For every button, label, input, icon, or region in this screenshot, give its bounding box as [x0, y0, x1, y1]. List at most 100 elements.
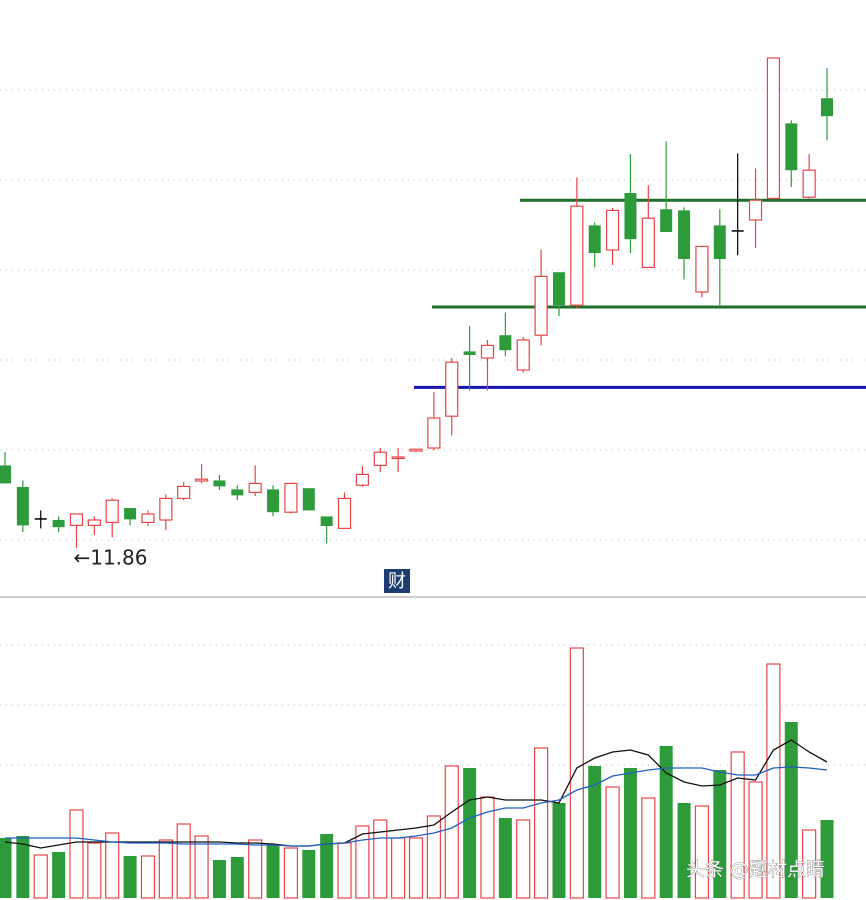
volume-bar	[516, 819, 531, 899]
candle-body	[52, 520, 65, 528]
candle-body	[124, 508, 137, 520]
candle-body	[16, 487, 29, 526]
volume-bar	[140, 855, 156, 899]
candle-body	[337, 497, 352, 529]
price-grid	[0, 89, 866, 541]
volume-bar	[569, 647, 584, 899]
candle-body	[177, 485, 191, 499]
low-annotation: ←11.86	[73, 546, 147, 570]
candle-body	[570, 205, 584, 306]
candle-body	[785, 123, 798, 171]
candle-body	[373, 451, 387, 467]
volume-bar	[302, 850, 316, 898]
volume-bar	[212, 860, 226, 898]
candle-body	[641, 217, 655, 268]
volume-bar	[623, 768, 637, 898]
volume-bar	[194, 835, 209, 899]
candle-body	[141, 513, 155, 523]
candle-body	[678, 210, 691, 259]
volume-bar	[283, 847, 299, 899]
candle-body	[588, 225, 601, 253]
volume-bar	[498, 818, 512, 898]
volume-bar	[766, 663, 781, 899]
volume-bar	[605, 786, 620, 899]
volume-bar	[552, 803, 566, 898]
candle-body	[605, 209, 620, 251]
candle-body	[695, 245, 709, 293]
candle-body	[624, 193, 637, 240]
candle-body	[731, 230, 744, 232]
candle-body	[213, 480, 226, 487]
candle-body	[34, 518, 47, 520]
candle-body	[499, 335, 512, 351]
candle-body	[821, 98, 834, 117]
volume-bar	[391, 837, 406, 899]
volume-bar	[784, 722, 798, 898]
volume-bar	[33, 854, 48, 899]
candle-body	[713, 225, 726, 259]
candle-body	[248, 482, 262, 493]
candle-body	[516, 339, 530, 371]
volume-bar	[266, 845, 280, 898]
volume-bar	[176, 823, 191, 899]
volume-grid	[0, 644, 866, 766]
candle-body	[355, 473, 369, 486]
volume-bar	[16, 836, 30, 898]
candle-body	[409, 448, 423, 452]
volume-bar	[158, 839, 173, 899]
volume-bar	[230, 857, 244, 898]
volume-bar	[105, 832, 120, 899]
candle-body	[534, 275, 548, 336]
volume-bar	[588, 766, 602, 898]
volume-bar	[0, 838, 12, 898]
volume-bar	[713, 770, 727, 898]
volume-bar	[802, 829, 817, 899]
candle-body	[0, 465, 11, 484]
candle-body	[552, 272, 565, 306]
volume-bar	[748, 781, 763, 899]
candle-body	[87, 519, 101, 527]
volume-bar	[320, 834, 334, 898]
candle-body	[391, 456, 405, 460]
candle-body	[802, 169, 816, 198]
volume-bar	[337, 842, 352, 899]
watermark: 头条 @题材点睛	[686, 859, 825, 881]
volume-bar	[52, 852, 66, 898]
volume-bar	[69, 809, 84, 899]
badge: 财	[388, 571, 406, 592]
volume-ma-line	[4, 739, 828, 849]
volume-bar	[408, 837, 424, 899]
candle-body	[480, 344, 495, 359]
candle-body	[231, 489, 244, 496]
volume-ma-line	[5, 766, 828, 847]
candle-body	[766, 57, 781, 199]
volume-bar	[463, 768, 477, 898]
volume-bar	[355, 825, 370, 899]
badge-box	[384, 569, 410, 593]
candle-body	[748, 199, 763, 221]
volume-bar	[87, 842, 102, 899]
volume-bar	[730, 751, 745, 899]
candle-body	[660, 209, 673, 232]
candle-body	[320, 516, 333, 526]
candle-body	[445, 361, 459, 417]
volume-bar	[248, 839, 263, 899]
candle-body	[463, 351, 476, 355]
volume-bar	[373, 819, 388, 899]
volume-bar	[641, 797, 656, 899]
candle-body	[194, 478, 209, 482]
candle-body	[159, 497, 173, 521]
candle-body	[427, 417, 441, 449]
volume-bar	[444, 765, 459, 899]
candle-body	[302, 488, 315, 511]
volume-bar	[694, 805, 710, 899]
volume-bar	[820, 820, 834, 898]
candle-body	[284, 482, 298, 513]
volume-bar	[659, 746, 673, 898]
candle-body	[267, 489, 280, 513]
volume-bar	[533, 747, 549, 899]
candle-body	[105, 499, 119, 524]
volume-bar	[123, 856, 137, 898]
volume-bar	[677, 803, 691, 898]
